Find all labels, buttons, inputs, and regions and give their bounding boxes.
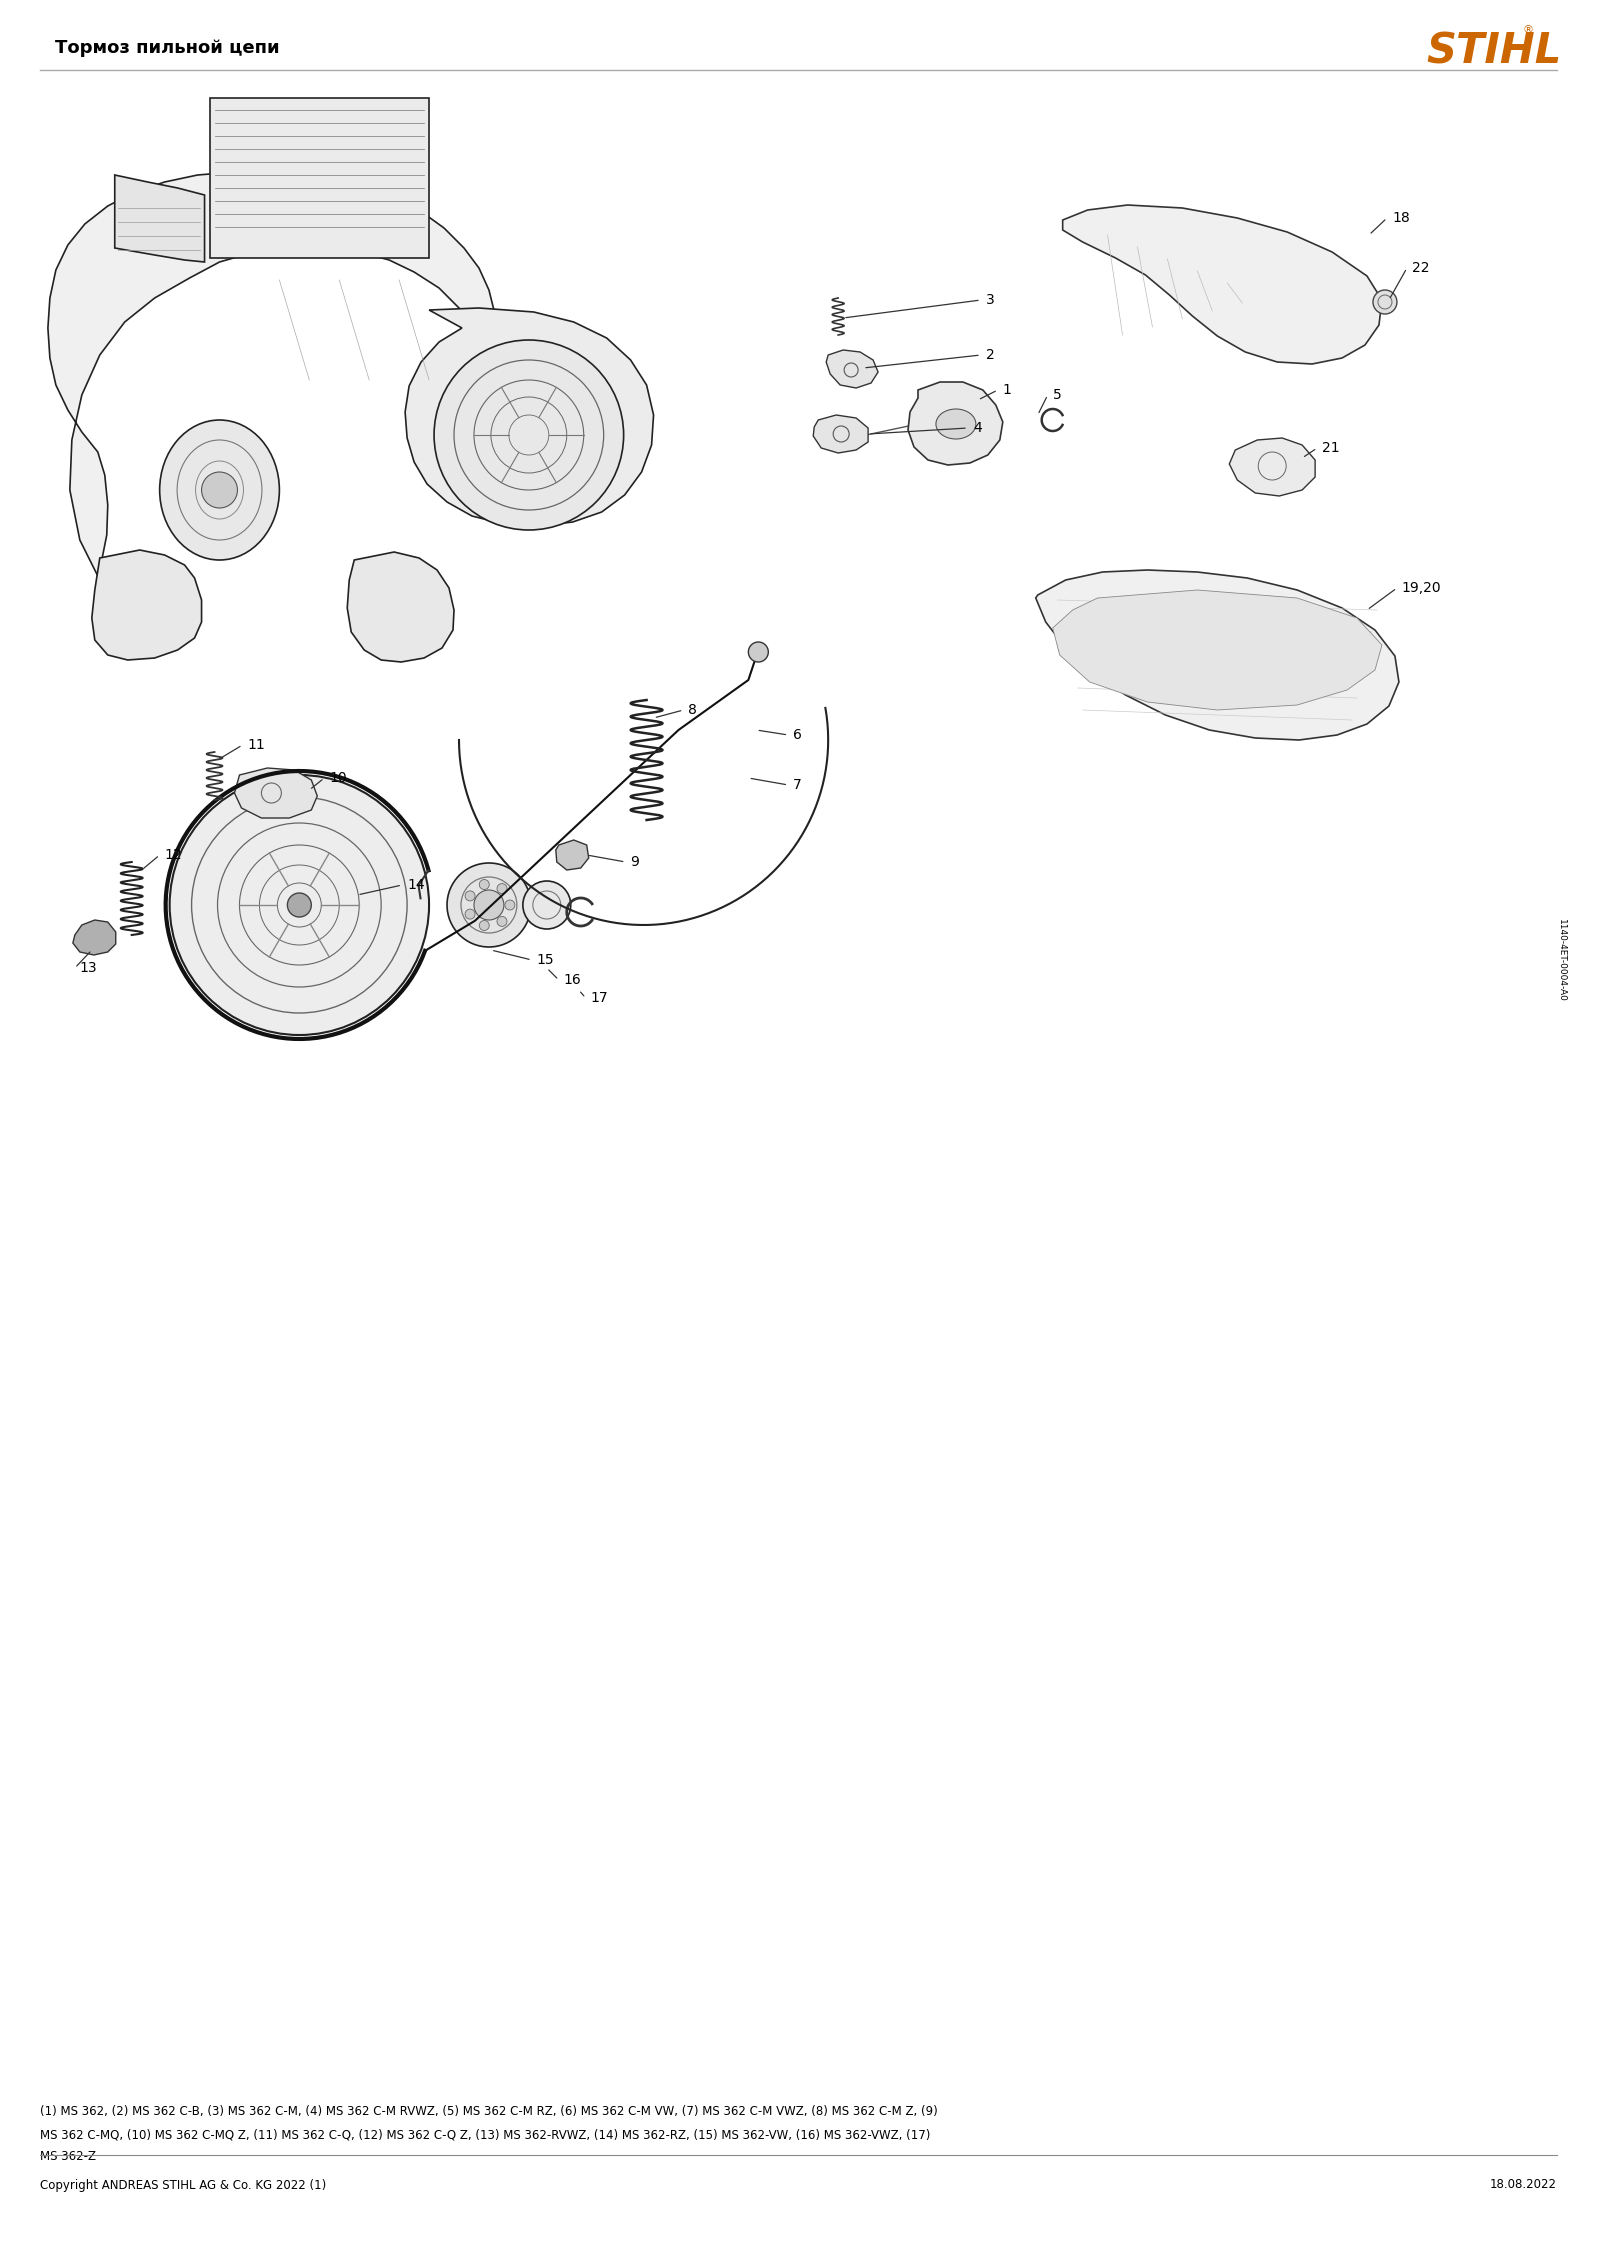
- Circle shape: [466, 910, 475, 919]
- Polygon shape: [1035, 570, 1398, 740]
- Polygon shape: [1229, 439, 1315, 496]
- Polygon shape: [813, 414, 869, 453]
- Circle shape: [466, 892, 475, 901]
- Circle shape: [506, 901, 515, 910]
- Circle shape: [480, 921, 490, 930]
- Ellipse shape: [160, 421, 280, 559]
- Text: MS 362-Z: MS 362-Z: [40, 2150, 96, 2163]
- Text: 16: 16: [563, 973, 581, 987]
- Text: 22: 22: [1411, 260, 1429, 276]
- Text: 14: 14: [406, 878, 424, 892]
- Polygon shape: [235, 767, 317, 817]
- Text: 13: 13: [80, 962, 98, 975]
- Text: 8: 8: [688, 704, 698, 717]
- Text: 18: 18: [1392, 210, 1410, 224]
- Polygon shape: [826, 351, 878, 387]
- Text: 1: 1: [1003, 382, 1011, 396]
- Text: 10: 10: [330, 772, 347, 785]
- Polygon shape: [909, 382, 1003, 464]
- Text: 3: 3: [986, 292, 995, 308]
- Polygon shape: [91, 550, 202, 661]
- Polygon shape: [405, 308, 653, 525]
- Circle shape: [523, 880, 571, 930]
- Circle shape: [474, 889, 504, 921]
- Polygon shape: [1053, 591, 1382, 711]
- Text: MS 362 C-MQ, (10) MS 362 C-MQ Z, (11) MS 362 C-Q, (12) MS 362 C-Q Z, (13) MS 362: MS 362 C-MQ, (10) MS 362 C-MQ Z, (11) MS…: [40, 2129, 930, 2141]
- Circle shape: [434, 339, 624, 530]
- Polygon shape: [115, 174, 205, 263]
- Text: Тормоз пильной цепи: Тормоз пильной цепи: [54, 38, 280, 57]
- Text: 12: 12: [165, 849, 182, 862]
- Text: 2: 2: [986, 349, 995, 362]
- Text: Copyright ANDREAS STIHL AG & Co. KG 2022 (1): Copyright ANDREAS STIHL AG & Co. KG 2022…: [40, 2179, 326, 2191]
- Text: 7: 7: [794, 778, 802, 792]
- Circle shape: [202, 473, 237, 507]
- Text: 9: 9: [630, 855, 640, 869]
- Text: 21: 21: [1322, 441, 1339, 455]
- Circle shape: [498, 917, 507, 926]
- Text: 15: 15: [538, 953, 555, 966]
- Text: 17: 17: [590, 991, 608, 1005]
- Circle shape: [446, 862, 531, 946]
- Text: ®: ®: [1523, 25, 1534, 34]
- Text: (1) MS 362, (2) MS 362 C-B, (3) MS 362 C-M, (4) MS 362 C-M RVWZ, (5) MS 362 C-M : (1) MS 362, (2) MS 362 C-B, (3) MS 362 C…: [40, 2105, 938, 2118]
- Polygon shape: [1062, 206, 1382, 364]
- Text: 5: 5: [1053, 387, 1061, 403]
- Circle shape: [749, 643, 768, 663]
- Circle shape: [1373, 290, 1397, 315]
- Polygon shape: [347, 552, 454, 663]
- Text: STIHL: STIHL: [1427, 32, 1562, 72]
- Circle shape: [170, 774, 429, 1034]
- Circle shape: [288, 894, 312, 917]
- Circle shape: [498, 883, 507, 894]
- Ellipse shape: [936, 410, 976, 439]
- Polygon shape: [48, 172, 581, 579]
- Text: 1140-4ET-0004-A0: 1140-4ET-0004-A0: [1557, 919, 1566, 1003]
- Text: 18.08.2022: 18.08.2022: [1490, 2179, 1557, 2191]
- Polygon shape: [74, 921, 115, 955]
- Text: 6: 6: [794, 729, 802, 742]
- Text: 19,20: 19,20: [1402, 582, 1442, 595]
- Text: 11: 11: [248, 738, 266, 751]
- Circle shape: [480, 880, 490, 889]
- Polygon shape: [555, 840, 589, 869]
- Text: 4: 4: [973, 421, 982, 434]
- Bar: [210, 97, 429, 258]
